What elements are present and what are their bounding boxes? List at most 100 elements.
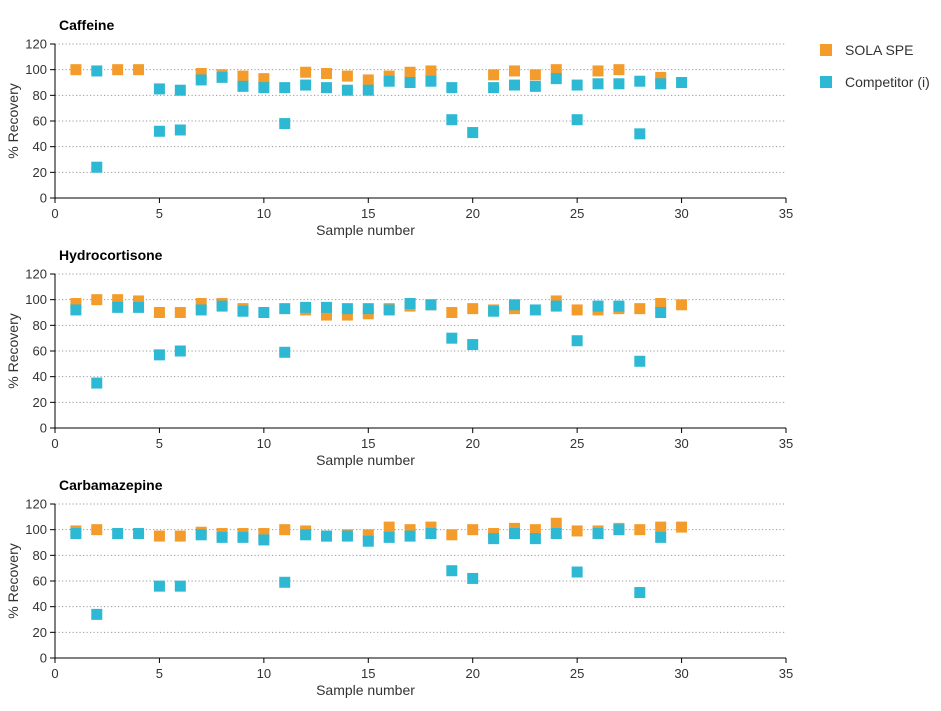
sola-point xyxy=(195,68,207,80)
competitor-point xyxy=(571,79,583,91)
competitor-point xyxy=(216,531,228,543)
competitor-point xyxy=(300,529,312,541)
competitor-point xyxy=(425,75,437,87)
x-tick-label: 5 xyxy=(156,206,163,221)
y-tick-label: 20 xyxy=(33,625,47,640)
series-competitor xyxy=(91,65,688,173)
sola-point xyxy=(341,309,353,321)
competitor-point xyxy=(153,125,165,137)
competitor-point xyxy=(321,82,333,94)
sola-point xyxy=(237,70,249,82)
competitor-point xyxy=(508,299,520,311)
y-tick-label: 120 xyxy=(25,37,47,52)
chart-3: Carbamazepine 0 20 40 60 80 100 120 0 5 10 15 20 25 30… xyxy=(5,477,793,698)
competitor-point xyxy=(655,307,667,318)
sola-point xyxy=(91,524,103,536)
competitor-point xyxy=(91,377,103,389)
legend-swatch-sola xyxy=(820,44,832,56)
sola-point xyxy=(70,64,82,76)
chart-legend: SOLA SPE Competitor (i) xyxy=(820,40,930,104)
competitor-point xyxy=(362,84,374,96)
competitor-point xyxy=(174,124,186,136)
competitor-point xyxy=(383,304,395,316)
series-competitor xyxy=(70,524,667,620)
competitor-point xyxy=(321,530,333,542)
y-axis-label: % Recovery xyxy=(5,543,21,618)
y-tick-label: 60 xyxy=(33,114,47,129)
x-tick-label: 15 xyxy=(361,666,375,681)
x-tick-label: 5 xyxy=(156,436,163,451)
competitor-point xyxy=(508,528,520,540)
sola-point xyxy=(112,294,124,306)
sola-point xyxy=(529,69,541,81)
competitor-point xyxy=(279,346,291,358)
competitor-point xyxy=(258,534,270,546)
competitor-point xyxy=(258,82,270,94)
competitor-point xyxy=(613,300,625,312)
sola-point xyxy=(70,298,82,310)
y-tick-label: 0 xyxy=(40,191,47,206)
x-axis-label: Sample number xyxy=(316,452,415,468)
x-axis-label: Sample number xyxy=(316,682,415,698)
competitor-point xyxy=(112,301,124,313)
sola-point xyxy=(425,65,437,77)
x-tick-label: 5 xyxy=(156,666,163,681)
competitor-point xyxy=(676,77,688,88)
competitor-point xyxy=(279,118,291,130)
x-tick-label: 0 xyxy=(51,666,58,681)
legend-item-sola: SOLA SPE xyxy=(820,40,930,60)
sola-point xyxy=(634,524,646,536)
competitor-point xyxy=(341,530,353,542)
competitor-point xyxy=(404,77,416,88)
x-tick-label: 35 xyxy=(779,206,793,221)
competitor-point xyxy=(592,78,604,90)
sola-point xyxy=(133,64,145,76)
competitor-point xyxy=(467,339,479,351)
sola-point xyxy=(676,299,688,311)
sola-point xyxy=(550,517,562,529)
competitor-point xyxy=(174,345,186,357)
y-tick-label: 120 xyxy=(25,497,47,512)
competitor-point xyxy=(488,305,500,317)
competitor-point xyxy=(153,349,165,361)
competitor-point xyxy=(508,79,520,91)
x-tick-label: 25 xyxy=(570,666,584,681)
sola-point xyxy=(153,307,165,318)
x-tick-label: 20 xyxy=(465,436,479,451)
competitor-point xyxy=(174,84,186,96)
chart-2: Hydrocortisone 0 20 40 60 80 100 120 0 5 10 15 20 25 3… xyxy=(5,247,793,468)
y-tick-label: 80 xyxy=(33,88,47,103)
x-tick-label: 20 xyxy=(465,206,479,221)
competitor-point xyxy=(446,114,458,126)
competitor-point xyxy=(362,535,374,547)
competitor-point xyxy=(446,332,458,344)
sola-point xyxy=(174,307,186,318)
sola-point xyxy=(362,529,374,541)
competitor-point xyxy=(383,531,395,543)
competitor-point xyxy=(529,533,541,545)
sola-point xyxy=(508,65,520,77)
y-tick-label: 120 xyxy=(25,267,47,282)
sola-point xyxy=(655,71,667,83)
sola-point xyxy=(488,69,500,81)
competitor-point xyxy=(613,78,625,90)
sola-point xyxy=(571,525,583,537)
competitor-point xyxy=(404,298,416,310)
competitor-point xyxy=(592,300,604,312)
competitor-point xyxy=(571,566,583,578)
x-tick-label: 25 xyxy=(570,436,584,451)
competitor-point xyxy=(91,161,103,173)
competitor-point xyxy=(279,82,291,94)
y-tick-label: 80 xyxy=(33,318,47,333)
x-tick-label: 10 xyxy=(257,206,271,221)
sola-point xyxy=(258,528,270,540)
sola-point xyxy=(174,530,186,542)
sola-point xyxy=(404,524,416,536)
competitor-point xyxy=(467,572,479,584)
competitor-point xyxy=(446,82,458,94)
sola-point xyxy=(112,64,124,76)
x-tick-label: 10 xyxy=(257,666,271,681)
competitor-point xyxy=(216,300,228,312)
y-tick-label: 0 xyxy=(40,651,47,666)
sola-point xyxy=(592,65,604,77)
